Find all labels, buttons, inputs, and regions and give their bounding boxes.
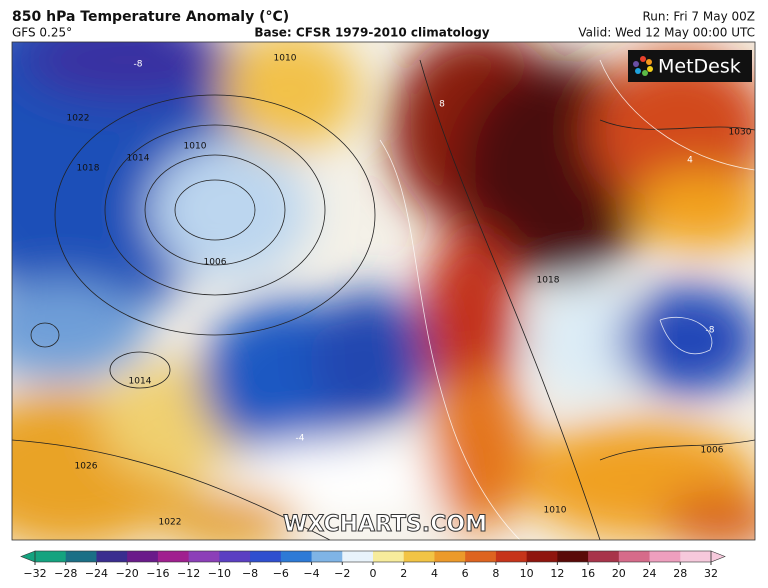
base-climatology: Base: CFSR 1979-2010 climatology xyxy=(254,26,489,40)
colorbar-tick-label: 16 xyxy=(581,567,595,580)
colorbar-segment xyxy=(280,551,313,562)
colorbar-tick-label: −8 xyxy=(242,567,258,580)
watermark: WXCHARTS.COM xyxy=(283,512,487,537)
colorbar-tick-label: −20 xyxy=(116,567,139,580)
colorbar-tick-label: 0 xyxy=(370,567,377,580)
logo-icon xyxy=(633,56,653,76)
model-name: GFS 0.25° xyxy=(12,26,72,40)
isobar-label: 1006 xyxy=(701,446,724,456)
colorbar-tick-label: −32 xyxy=(23,567,46,580)
logo-box xyxy=(628,50,752,82)
colorbar-segment xyxy=(65,551,97,562)
colorbar-tick-label: −4 xyxy=(303,567,319,580)
colorbar-tick-label: 20 xyxy=(612,567,626,580)
colorbar-segment xyxy=(403,551,435,562)
map-title: 850 hPa Temperature Anomaly (°C) xyxy=(12,9,289,25)
colorbar-segment xyxy=(373,551,405,562)
colorbar-segment xyxy=(157,551,190,562)
isobar-label: 1010 xyxy=(544,506,567,516)
colorbar-tick-label: −12 xyxy=(177,567,200,580)
colorbar-tick-label: 4 xyxy=(431,567,438,580)
colorbar-segment xyxy=(250,551,282,562)
isobar-label: 1010 xyxy=(274,54,297,64)
colorbar-segment xyxy=(127,551,159,562)
colorbar-segment xyxy=(311,551,343,562)
colorbar-segment xyxy=(434,551,466,562)
colorbar-segment xyxy=(680,551,712,562)
colorbar-tick-label: 2 xyxy=(400,567,407,580)
run-time: Run: Fri 7 May 00Z xyxy=(642,10,755,24)
colorbar-segment xyxy=(465,551,497,562)
colorbar-tick-label: −24 xyxy=(85,567,108,580)
anomaly-field xyxy=(12,42,755,540)
map-frame xyxy=(11,41,756,541)
colorbar-segment xyxy=(342,551,374,562)
colorbar-high-arrow xyxy=(710,550,726,563)
isobars xyxy=(12,59,755,540)
colorbar-tick-label: −10 xyxy=(208,567,231,580)
isobar-label: 1014 xyxy=(129,377,152,387)
colorbar-tick-label: 28 xyxy=(673,567,687,580)
isobar-label: 1022 xyxy=(67,114,90,124)
isobar-label: 1022 xyxy=(159,518,182,528)
isobar-label: 1014 xyxy=(127,154,150,164)
isobar-label: 1018 xyxy=(77,164,100,174)
colorbar-segment xyxy=(219,551,251,562)
valid-time: Valid: Wed 12 May 00:00 UTC xyxy=(578,26,755,40)
anomaly-label: 4 xyxy=(687,156,693,166)
colorbar-low-arrow xyxy=(20,550,36,563)
colorbar-segment xyxy=(557,551,589,562)
colorbar-tick-label: 32 xyxy=(704,567,718,580)
isobar-label: 1010 xyxy=(184,142,207,152)
logo-text: MetDesk xyxy=(658,56,741,78)
colorbar-tick-label: 6 xyxy=(462,567,469,580)
anomaly-label: -8 xyxy=(134,60,143,70)
anomaly-label: -8 xyxy=(706,326,715,336)
anomaly-contours xyxy=(379,59,755,540)
colorbar-tick-label: 8 xyxy=(492,567,499,580)
colorbar-tick-label: 10 xyxy=(520,567,534,580)
isobar-label: 1026 xyxy=(75,462,98,472)
colorbar-segment xyxy=(588,551,620,562)
colorbar-segment xyxy=(188,551,220,562)
colorbar-segment xyxy=(495,551,528,562)
anomaly-label: -4 xyxy=(296,434,305,444)
colorbar-tick-label: −16 xyxy=(146,567,169,580)
colorbar-tick-label: 24 xyxy=(643,567,657,580)
map xyxy=(12,42,755,540)
colorbar-tick-label: 12 xyxy=(550,567,564,580)
isobar-label: 1006 xyxy=(204,258,227,268)
colorbar-tick-label: −28 xyxy=(54,567,77,580)
colorbar-segment xyxy=(526,551,558,562)
colorbar-segment xyxy=(96,551,128,562)
colorbar-tick-label: −6 xyxy=(273,567,289,580)
isobar-label: 1030 xyxy=(729,128,752,138)
colorbar-segment xyxy=(649,551,681,562)
colorbar-tick-label: −2 xyxy=(334,567,350,580)
anomaly-label: 8 xyxy=(439,100,445,110)
colorbar-segment xyxy=(618,551,651,562)
colorbar-segment xyxy=(35,551,67,562)
isobar-label: 1018 xyxy=(537,276,560,286)
